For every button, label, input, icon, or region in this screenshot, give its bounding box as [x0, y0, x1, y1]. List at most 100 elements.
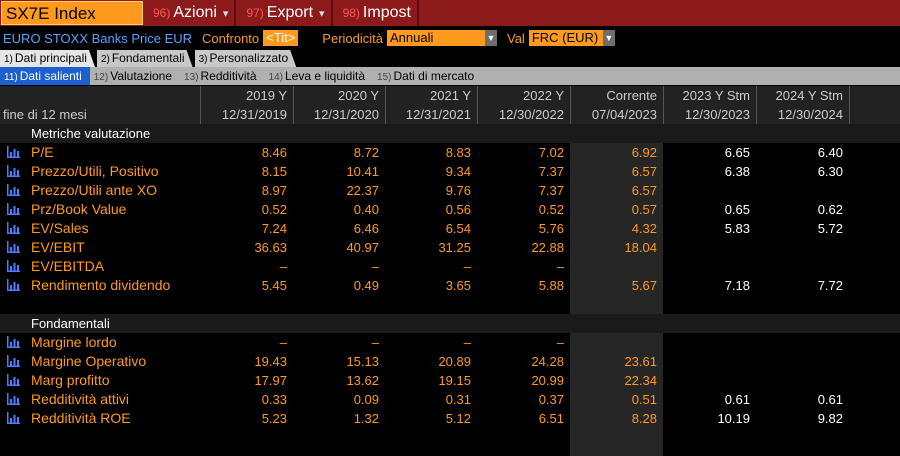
table-cell: 4.32 — [631, 221, 657, 236]
table-cell: – — [371, 259, 379, 274]
table-row[interactable]: EV/EBITDA – – – – — [0, 257, 900, 276]
tab-label: Dati di mercato — [393, 69, 475, 83]
bar-chart-icon[interactable] — [7, 184, 20, 196]
table-row[interactable]: Margine lordo – – – – — [0, 333, 900, 352]
tab-number: 15) — [377, 72, 392, 83]
bar-chart-icon[interactable] — [7, 412, 20, 424]
azioni-menu-button[interactable]: 96) Azioni — [147, 0, 234, 26]
bar-chart-icon[interactable] — [7, 393, 20, 405]
bar-chart-icon[interactable] — [7, 279, 20, 291]
subtab-redditivita[interactable]: 13) Redditività — [180, 67, 264, 85]
table-cell: 23.61 — [624, 354, 657, 369]
table-cell: 8.97 — [261, 183, 287, 198]
table-cell: 10.41 — [346, 164, 379, 179]
table-cell: 0.52 — [538, 202, 564, 217]
table-cell — [663, 371, 756, 390]
compare-field[interactable]: <Tit> — [263, 30, 299, 46]
bar-chart-icon[interactable] — [7, 222, 20, 234]
currency-select[interactable]: FRC (EUR) — [528, 30, 603, 46]
table-row[interactable]: Redditività attivi 0.33 0.09 0.31 0.37 0.51 0.… — [0, 390, 900, 409]
bar-chart-icon[interactable] — [7, 203, 20, 215]
column-header[interactable]: 2020 Y — [338, 88, 379, 103]
main-tabs: 1) Dati principali 2) Fondamentali 3) Perso… — [0, 50, 900, 67]
table-cell: 7.18 — [724, 278, 750, 293]
subtab-valutazione[interactable]: 12) Valutazione — [90, 67, 180, 85]
row-label: Margine lordo — [31, 334, 117, 350]
table-row[interactable]: P/E 8.46 8.72 8.83 7.02 6.92 6.65 6.40 — [0, 143, 900, 162]
table-cell: 24.28 — [531, 354, 564, 369]
tab-label: Leva e liquidità — [284, 69, 366, 83]
row-label: Prezzo/Utili ante XO — [31, 182, 158, 198]
table-row[interactable]: Prezzo/Utili, Positivo 8.15 10.41 9.34 7.37 6… — [0, 162, 900, 181]
table-row[interactable]: Marg profitto 17.97 13.62 19.15 20.99 22.34 — [0, 371, 900, 390]
table-cell — [756, 181, 849, 200]
chevron-down-icon[interactable]: ▼ — [485, 30, 497, 46]
period-select[interactable]: Annuali — [387, 30, 485, 46]
row-label: Rendimento dividendo — [31, 277, 171, 293]
row-label: Prz/Book Value — [31, 201, 127, 217]
bar-chart-icon[interactable] — [7, 374, 20, 386]
table-row[interactable]: EV/Sales 7.24 6.46 6.54 5.76 4.32 5.83 5.72 — [0, 219, 900, 238]
table-cell: 18.04 — [624, 240, 657, 255]
table-cell: 8.72 — [353, 145, 379, 160]
bar-chart-icon[interactable] — [7, 165, 20, 177]
table-cell: 6.30 — [817, 164, 843, 179]
menu-label: Export — [266, 4, 314, 21]
tab-number: 12) — [93, 72, 109, 83]
table-row[interactable]: Prz/Book Value 0.52 0.40 0.56 0.52 0.57 0.65 0.… — [0, 200, 900, 219]
column-header[interactable]: 2019 Y — [246, 88, 287, 103]
subtab-dati-salienti[interactable]: 11) Dati salienti — [0, 67, 90, 85]
column-header[interactable]: 2021 Y — [430, 88, 471, 103]
export-menu-button[interactable]: 97) Export — [240, 0, 330, 26]
table-row[interactable]: EV/EBIT 36.63 40.97 31.25 22.88 18.04 — [0, 238, 900, 257]
row-label: EV/EBIT — [31, 239, 85, 255]
column-header[interactable]: Corrente — [606, 88, 657, 103]
table-row[interactable]: Rendimento dividendo 5.45 0.49 3.65 5.88 5.67… — [0, 276, 900, 295]
table-cell: 8.46 — [261, 145, 287, 160]
table-cell: 40.97 — [346, 240, 379, 255]
table-cell: 7.24 — [261, 221, 287, 236]
column-header[interactable]: 2024 Y Stm — [775, 88, 843, 103]
subtab-leva-liquidita[interactable]: 14) Leva e liquidità — [265, 67, 374, 85]
column-divider — [293, 86, 294, 124]
tab-fondamentali[interactable]: 2) Fondamentali — [97, 50, 193, 67]
bar-chart-icon[interactable] — [7, 241, 20, 253]
chevron-down-icon[interactable]: ▼ — [602, 30, 615, 46]
ticker-field[interactable]: SX7E Index — [1, 1, 143, 25]
tab-dati-principali[interactable]: 1) Dati principali — [0, 50, 95, 67]
table-cell: 8.83 — [445, 145, 471, 160]
table-cell: 6.46 — [353, 221, 379, 236]
menu-divider — [416, 0, 419, 26]
bar-chart-icon[interactable] — [7, 146, 20, 158]
table-cell: – — [556, 259, 564, 274]
impost-menu-button[interactable]: 98) Impost — [337, 0, 417, 26]
table-cell: 5.83 — [724, 221, 750, 236]
tab-number: 11) — [4, 72, 18, 83]
table-cell: 5.45 — [261, 278, 287, 293]
table-body: Metriche valutazione P/E 8.46 8.72 8.83 7.02 6… — [0, 124, 900, 456]
column-divider — [663, 86, 664, 124]
table-row[interactable]: Redditività ROE 5.23 1.32 5.12 6.51 8.28 10.19… — [0, 409, 900, 428]
column-header[interactable]: 2023 Y Stm — [682, 88, 750, 103]
bar-chart-icon[interactable] — [7, 355, 20, 367]
table-cell: 6.40 — [817, 145, 843, 160]
bar-chart-icon[interactable] — [7, 336, 20, 348]
period-label: fine di 12 mesi — [3, 107, 87, 122]
column-date: 07/04/2023 — [591, 107, 657, 122]
table-row[interactable]: Prezzo/Utili ante XO 8.97 22.37 9.76 7.37 6.5… — [0, 181, 900, 200]
table-cell: 5.67 — [631, 278, 657, 293]
title-bar: SX7E Index 96) Azioni 97) Export 98) Imp… — [0, 0, 900, 26]
table-cell — [756, 238, 849, 257]
table-cell — [756, 352, 849, 371]
table-cell: – — [371, 335, 379, 350]
section-header: Fondamentali — [0, 314, 900, 333]
tab-personalizzato[interactable]: 3) Personalizzato — [195, 50, 297, 67]
bar-chart-icon[interactable] — [7, 260, 20, 272]
table-row[interactable]: Margine Operativo 19.43 15.13 20.89 24.28 23.… — [0, 352, 900, 371]
tab-number: 3) — [198, 54, 208, 65]
subtab-dati-mercato[interactable]: 15) Dati di mercato — [373, 67, 482, 85]
column-header[interactable]: 2022 Y — [523, 88, 564, 103]
row-label: Redditività attivi — [31, 391, 130, 407]
table-cell: 7.37 — [538, 183, 564, 198]
table-cell: – — [463, 259, 471, 274]
